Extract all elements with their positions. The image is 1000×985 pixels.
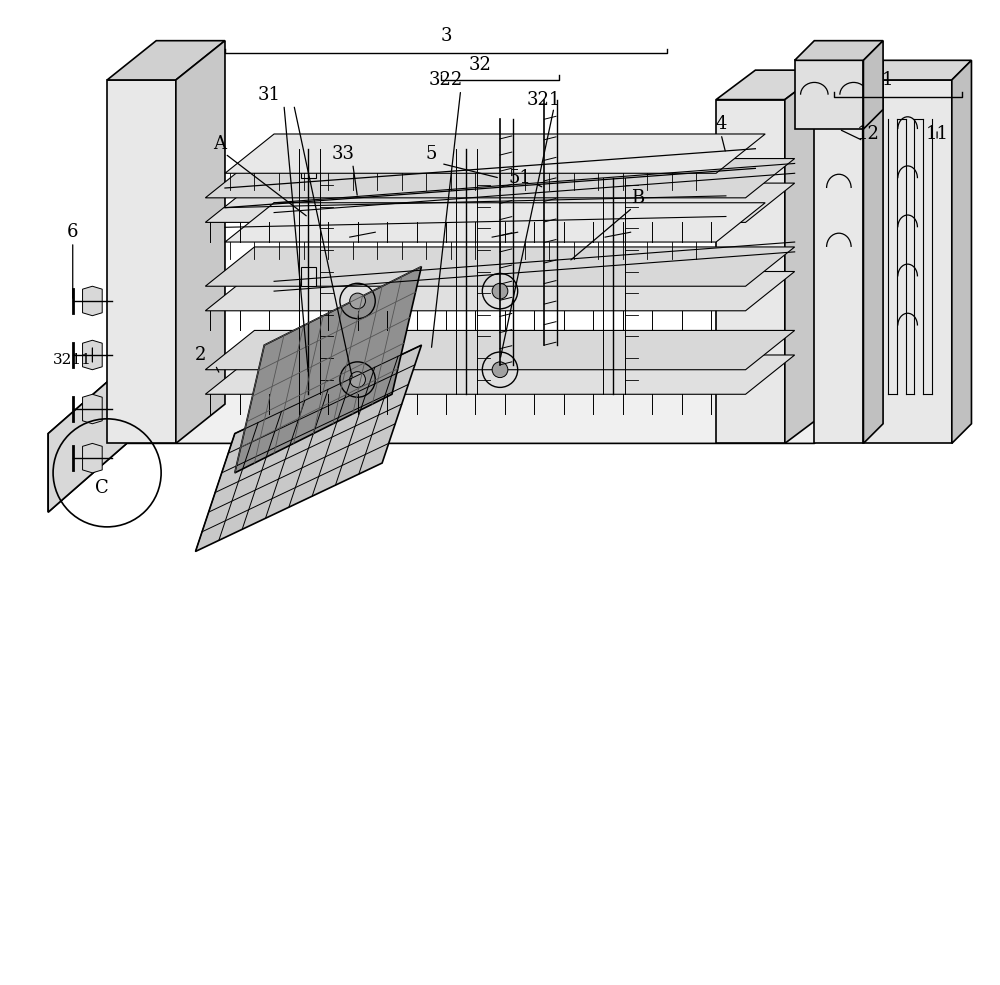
Polygon shape	[107, 40, 225, 80]
Text: 12: 12	[857, 125, 880, 143]
Bar	[301, 374, 316, 394]
Text: A: A	[214, 135, 227, 153]
Polygon shape	[795, 40, 883, 60]
Polygon shape	[176, 40, 225, 443]
Text: C: C	[95, 479, 109, 496]
Polygon shape	[863, 40, 883, 129]
Polygon shape	[716, 99, 785, 443]
Polygon shape	[863, 80, 952, 443]
Polygon shape	[225, 203, 765, 242]
Polygon shape	[107, 80, 176, 443]
Text: 3211: 3211	[53, 353, 92, 366]
Polygon shape	[795, 60, 863, 129]
Circle shape	[492, 284, 508, 299]
Polygon shape	[83, 443, 102, 473]
Text: B: B	[631, 189, 644, 207]
Polygon shape	[785, 70, 824, 443]
Text: 322: 322	[429, 71, 463, 89]
Polygon shape	[83, 287, 102, 316]
Polygon shape	[83, 394, 102, 424]
Text: 3: 3	[440, 27, 452, 44]
Text: 5: 5	[426, 145, 437, 163]
Polygon shape	[235, 267, 421, 473]
Circle shape	[350, 294, 365, 309]
Bar	[301, 267, 316, 287]
Polygon shape	[863, 60, 971, 80]
Text: 33: 33	[331, 145, 354, 163]
Polygon shape	[205, 183, 795, 223]
Polygon shape	[814, 80, 863, 443]
Polygon shape	[863, 60, 883, 443]
Text: 4: 4	[715, 115, 727, 133]
Polygon shape	[48, 296, 893, 512]
Polygon shape	[716, 70, 824, 99]
Text: 2: 2	[195, 346, 206, 364]
Text: 11: 11	[926, 125, 949, 143]
Circle shape	[492, 361, 508, 377]
Polygon shape	[205, 355, 795, 394]
Text: 51: 51	[508, 169, 531, 187]
Text: 1: 1	[882, 71, 894, 89]
Polygon shape	[952, 60, 971, 443]
Polygon shape	[225, 134, 765, 173]
Bar	[301, 159, 316, 178]
Polygon shape	[205, 272, 795, 311]
Text: 32: 32	[469, 56, 492, 74]
Polygon shape	[205, 247, 795, 287]
Polygon shape	[205, 330, 795, 369]
Polygon shape	[814, 60, 883, 80]
Text: 321: 321	[527, 91, 561, 108]
Circle shape	[350, 371, 365, 387]
Text: 6: 6	[67, 224, 78, 241]
Polygon shape	[83, 340, 102, 369]
Polygon shape	[205, 159, 795, 198]
Polygon shape	[196, 345, 421, 552]
Polygon shape	[48, 364, 127, 512]
Text: 31: 31	[258, 86, 281, 103]
